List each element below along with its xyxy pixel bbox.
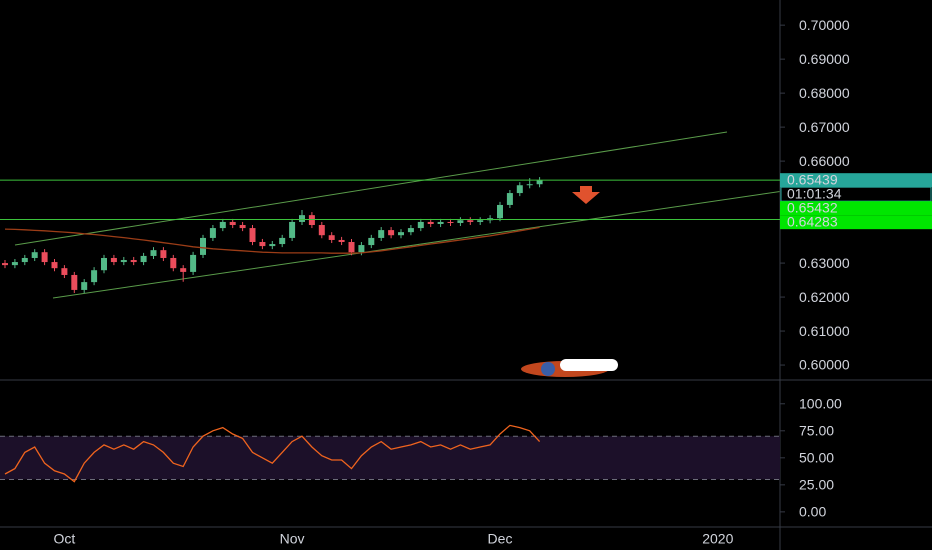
candle-body [229, 221, 236, 226]
candle-body [477, 220, 484, 222]
candle-body [467, 220, 474, 222]
candle-body [368, 237, 375, 246]
candle-body [299, 215, 305, 222]
candle-body [328, 235, 335, 240]
time-axis: Oct Nov Dec 2020 [54, 531, 734, 547]
candle-body [180, 268, 187, 272]
candle-body [101, 257, 107, 271]
channel-upper [14, 131, 728, 246]
y-tick-label: 25.00 [799, 477, 834, 493]
candle-body [388, 230, 395, 236]
candle-body [150, 250, 157, 256]
y-tick-label: 50.00 [799, 450, 834, 466]
candle-body [269, 244, 276, 247]
candle-body [2, 263, 8, 266]
y-tick-label: 0.66000 [799, 153, 850, 169]
rsi-pane: 100.00 75.00 50.00 25.00 0.00 [0, 395, 842, 520]
y-tick-label: 0.63000 [799, 255, 850, 271]
candle-body [497, 204, 503, 219]
drawings [14, 131, 780, 299]
candle-body [140, 255, 147, 263]
y-tick-label: 0.00 [799, 504, 826, 520]
horizontal-line-label-box [780, 215, 932, 230]
countdown: 01:01:34 [787, 185, 842, 201]
y-tick-label: 75.00 [799, 423, 834, 439]
candle-body [279, 237, 286, 245]
candle-body [457, 220, 464, 223]
candle-body [200, 237, 206, 255]
candle-body [437, 221, 444, 224]
candle-body [526, 184, 533, 186]
y-tick-label: 0.62000 [799, 289, 850, 305]
candle-body [536, 180, 543, 185]
candle-body [81, 282, 88, 290]
candle-body [190, 254, 197, 272]
channel-lower [52, 190, 780, 299]
candle-body [516, 185, 523, 194]
y-tick-label: 0.60000 [799, 357, 850, 373]
candle-body [160, 250, 167, 258]
candle-body [219, 221, 226, 229]
candle-body [398, 232, 404, 236]
candle-body [378, 230, 385, 238]
y-tick-label: 0.67000 [799, 119, 850, 135]
x-tick-label: Nov [280, 531, 305, 547]
logo [521, 359, 618, 377]
candle-body [338, 239, 345, 243]
candle-body [120, 260, 127, 263]
candle-body [110, 257, 117, 263]
candle-body [21, 257, 28, 263]
horizontal-line-label-box [780, 201, 932, 216]
candle-body [51, 262, 58, 269]
candle-body [407, 228, 414, 233]
candle-body [239, 225, 246, 229]
x-tick-label: Oct [54, 531, 76, 547]
y-tick-label: 0.69000 [799, 51, 850, 67]
x-tick-label: 2020 [702, 531, 733, 547]
candle-body [427, 221, 434, 224]
candle-body [447, 221, 454, 223]
candle-body [31, 252, 38, 258]
y-tick-label: 0.68000 [799, 85, 850, 101]
candle-body [170, 257, 177, 269]
last-price-label-box [780, 173, 932, 188]
candle-body [308, 215, 315, 226]
candle-body [130, 260, 137, 263]
down-arrow [572, 186, 600, 204]
last-price-label: 0.65439 [787, 171, 838, 187]
line [4, 226, 540, 254]
y-tick-label: 0.70000 [799, 17, 850, 33]
candle-body [289, 221, 296, 238]
rsi-band [0, 436, 780, 480]
candle-body [358, 245, 365, 253]
price-pane: 0.70000 0.69000 0.68000 0.67000 0.66000 0.630… [0, 17, 932, 373]
candle-body [11, 262, 18, 266]
x-tick-label: Dec [488, 531, 513, 547]
candle-body [249, 228, 256, 243]
y-tick-label: 100.00 [799, 395, 842, 411]
candle-body [209, 228, 216, 238]
candle-body [417, 221, 424, 229]
candle-body [91, 270, 98, 283]
candle-body [61, 268, 68, 275]
horizontal-line-label: 0.65432 [787, 199, 838, 215]
line [4, 424, 541, 483]
y-tick-label: 0.61000 [799, 323, 850, 339]
candle-body [41, 252, 48, 263]
candle-body [71, 274, 78, 290]
candle-body [348, 242, 355, 253]
candle-body [259, 242, 266, 247]
candle-body [506, 193, 513, 205]
candle-body [318, 225, 325, 236]
horizontal-line-label: 0.64283 [787, 213, 838, 229]
